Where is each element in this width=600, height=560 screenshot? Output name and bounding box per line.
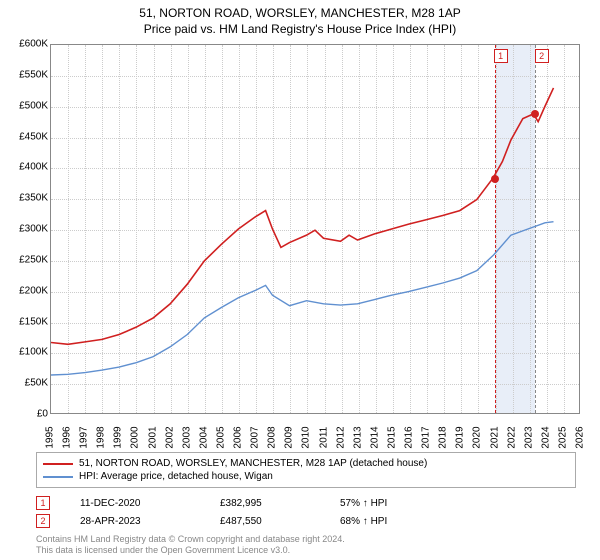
markers-table-pct: 68% ↑ HPI [340, 516, 460, 527]
legend-label: 51, NORTON ROAD, WORSLEY, MANCHESTER, M2… [79, 458, 427, 469]
x-tick-label: 2006 [233, 426, 244, 448]
x-tick-label: 2004 [198, 426, 209, 448]
x-tick-label: 2009 [284, 426, 295, 448]
chart-plot-area: 12 [50, 44, 580, 414]
markers-table-date: 28-APR-2023 [80, 516, 220, 527]
x-tick-label: 2013 [352, 426, 363, 448]
y-tick-label: £350K [4, 193, 48, 204]
y-tick-label: £200K [4, 285, 48, 296]
x-tick-label: 2023 [523, 426, 534, 448]
x-tick-label: 1996 [62, 426, 73, 448]
legend-label: HPI: Average price, detached house, Wiga… [79, 471, 273, 482]
markers-table-row: 2 28-APR-2023£487,55068% ↑ HPI [36, 512, 576, 530]
y-tick-label: £150K [4, 316, 48, 327]
markers-table-row: 1 11-DEC-2020£382,99557% ↑ HPI [36, 494, 576, 512]
y-tick-label: £300K [4, 224, 48, 235]
x-tick-label: 2003 [181, 426, 192, 448]
x-tick-label: 2019 [455, 426, 466, 448]
markers-table-pct: 57% ↑ HPI [340, 498, 460, 509]
legend-swatch [43, 476, 73, 478]
x-tick-label: 1998 [96, 426, 107, 448]
title-line2: Price paid vs. HM Land Registry's House … [0, 20, 600, 36]
y-tick-label: £550K [4, 69, 48, 80]
y-tick-label: £0 [4, 409, 48, 420]
chart-container: 51, NORTON ROAD, WORSLEY, MANCHESTER, M2… [0, 0, 600, 560]
x-tick-label: 2017 [421, 426, 432, 448]
x-tick-label: 2011 [318, 427, 329, 449]
marker-label-2: 2 [535, 49, 549, 63]
x-tick-label: 1999 [113, 426, 124, 448]
x-tick-label: 1997 [79, 426, 90, 448]
x-tick-label: 2020 [472, 426, 483, 448]
x-tick-label: 2026 [575, 426, 586, 448]
x-tick-label: 2022 [506, 426, 517, 448]
y-tick-label: £600K [4, 39, 48, 50]
y-tick-label: £50K [4, 378, 48, 389]
legend-row: HPI: Average price, detached house, Wiga… [43, 470, 569, 483]
legend: 51, NORTON ROAD, WORSLEY, MANCHESTER, M2… [36, 452, 576, 488]
x-tick-label: 2015 [386, 426, 397, 448]
x-tick-label: 2016 [404, 426, 415, 448]
series-line-property [51, 88, 553, 344]
markers-table-date: 11-DEC-2020 [80, 498, 220, 509]
footer: Contains HM Land Registry data © Crown c… [36, 534, 345, 556]
x-tick-label: 2021 [489, 426, 500, 448]
footer-line1: Contains HM Land Registry data © Crown c… [36, 534, 345, 545]
x-tick-label: 2005 [215, 426, 226, 448]
chart-lines-svg [51, 45, 579, 413]
x-tick-label: 2018 [438, 426, 449, 448]
x-tick-label: 2010 [301, 426, 312, 448]
x-tick-label: 2007 [250, 426, 261, 448]
markers-table-id: 2 [36, 514, 50, 528]
y-tick-label: £100K [4, 347, 48, 358]
x-tick-label: 2002 [164, 426, 175, 448]
y-tick-label: £250K [4, 254, 48, 265]
legend-swatch [43, 463, 73, 465]
x-tick-label: 2008 [267, 426, 278, 448]
markers-table-id: 1 [36, 496, 50, 510]
x-tick-label: 1995 [45, 426, 56, 448]
marker-dot-1 [491, 175, 499, 183]
marker-label-1: 1 [494, 49, 508, 63]
y-tick-label: £500K [4, 100, 48, 111]
x-tick-label: 2024 [540, 426, 551, 448]
series-line-hpi [51, 222, 553, 375]
markers-table: 1 11-DEC-2020£382,99557% ↑ HPI 2 28-APR-202… [36, 494, 576, 530]
title-line1: 51, NORTON ROAD, WORSLEY, MANCHESTER, M2… [0, 0, 600, 20]
y-tick-label: £400K [4, 162, 48, 173]
x-tick-label: 2012 [335, 426, 346, 448]
x-tick-label: 2014 [369, 426, 380, 448]
x-tick-label: 2025 [557, 426, 568, 448]
footer-line2: This data is licensed under the Open Gov… [36, 545, 345, 556]
legend-row: 51, NORTON ROAD, WORSLEY, MANCHESTER, M2… [43, 457, 569, 470]
marker-dot-2 [531, 110, 539, 118]
x-tick-label: 2000 [130, 426, 141, 448]
x-tick-label: 2001 [147, 426, 158, 448]
markers-table-price: £382,995 [220, 498, 340, 509]
markers-table-price: £487,550 [220, 516, 340, 527]
y-tick-label: £450K [4, 131, 48, 142]
